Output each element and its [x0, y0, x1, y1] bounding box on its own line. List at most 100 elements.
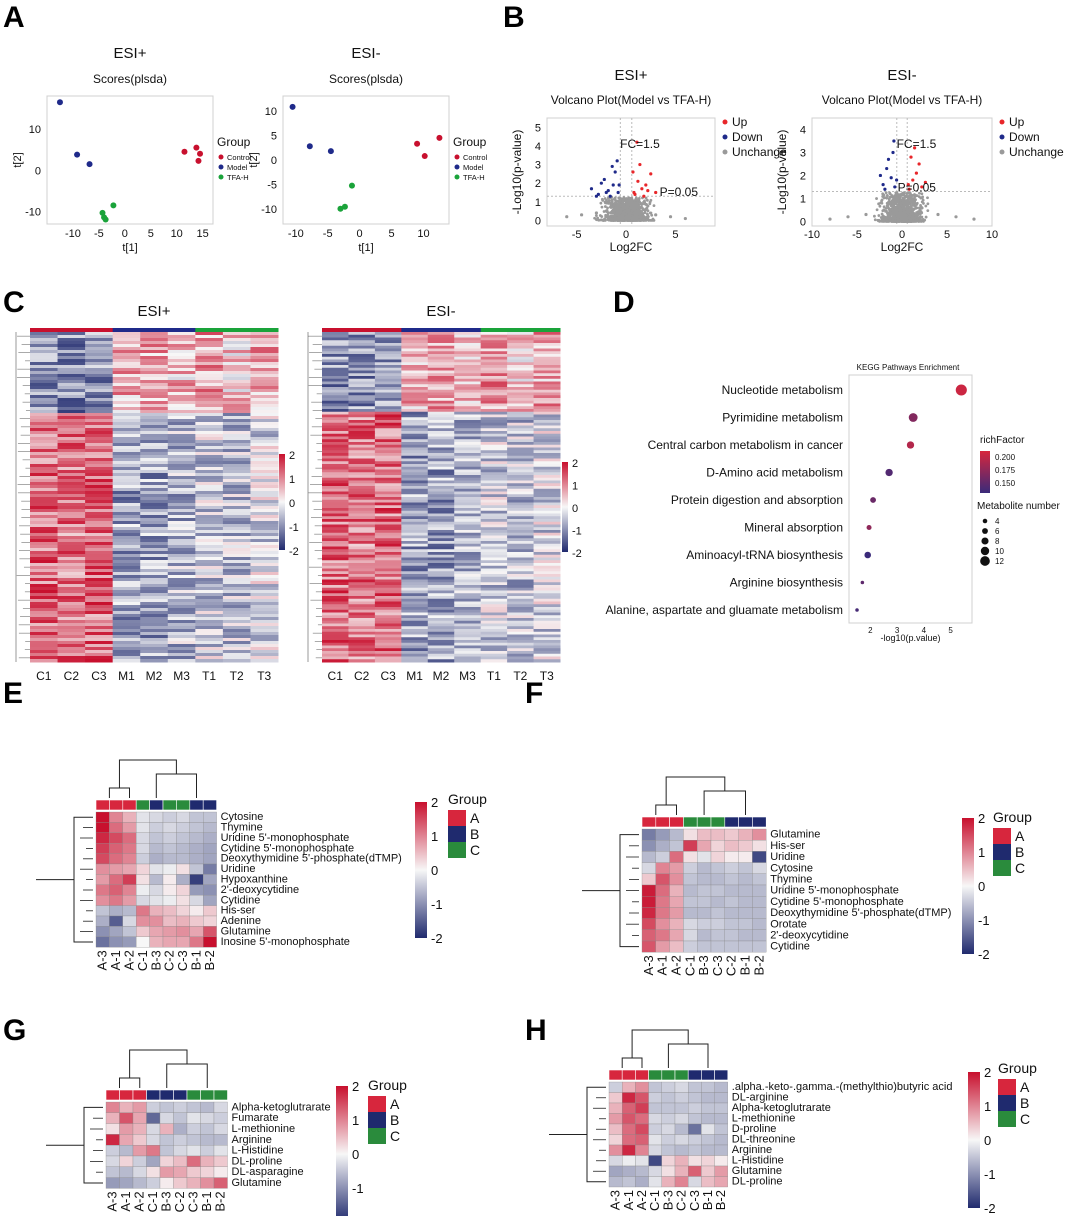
heatmap-cell: [724, 840, 739, 852]
heatmap-cell: [119, 1112, 134, 1124]
row-label: Alpha-ketoglutrarate: [232, 1101, 331, 1113]
data-point-unchange: [893, 199, 897, 202]
heatmap-cell: [140, 536, 169, 540]
heatmap-cell: [30, 359, 59, 363]
heatmap-cell: [374, 475, 402, 479]
heatmap-cell: [222, 563, 251, 567]
heatmap-cell: [480, 516, 508, 520]
heatmap-cell: [149, 863, 164, 875]
heatmap-cell: [140, 446, 169, 450]
heatmap-cell: [622, 1155, 636, 1167]
heatmap-cell: [401, 626, 429, 630]
row-label: L-methionine: [732, 1113, 796, 1125]
heatmap-cell: [30, 494, 59, 498]
heatmap-cell: [222, 458, 251, 462]
heatmap-cell: [348, 543, 376, 547]
column-label: B-1: [189, 950, 204, 970]
heatmap-cell: [140, 554, 169, 558]
heatmap-cell: [533, 458, 561, 462]
heatmap-cell: [30, 500, 59, 504]
heatmap-cell: [250, 473, 279, 477]
heatmap-cell: [454, 648, 482, 652]
data-point-control: [421, 153, 428, 160]
heatmap-cell: [507, 444, 535, 448]
heatmap-cell: [222, 641, 251, 645]
data-point-up: [909, 155, 913, 159]
data-point-tfa-h: [341, 203, 348, 210]
heatmap-cell: [427, 442, 455, 446]
scale-tick-label: -1: [572, 526, 582, 538]
heatmap-cell: [85, 344, 114, 348]
heatmap-cell: [112, 626, 141, 630]
heatmap-cell: [195, 449, 224, 453]
heatmap-cell: [661, 1134, 676, 1146]
heatmap-cell: [641, 873, 656, 886]
heatmap-cell: [250, 386, 279, 390]
heatmap-cell: [195, 614, 224, 618]
heatmap-cell: [427, 576, 455, 580]
heatmap-cell: [30, 446, 59, 450]
heatmap-cell: [507, 345, 535, 349]
heatmap-cell: [140, 527, 169, 531]
heatmap-cell: [250, 557, 279, 561]
heatmap-cell: [57, 419, 86, 423]
heatmap-header: ESI-: [426, 303, 455, 320]
heatmap-cell: [454, 458, 482, 462]
heatmap-cell: [250, 440, 279, 444]
heatmap-cell: [85, 359, 114, 363]
heatmap-cell: [57, 341, 86, 345]
data-point-unchange: [882, 196, 886, 200]
heatmap-cell: [533, 343, 561, 347]
heatmap-cell: [85, 584, 114, 588]
heatmap-cell: [159, 1166, 174, 1178]
data-point-unchange: [924, 204, 928, 208]
heatmap-cell: [533, 640, 561, 644]
heatmap-cell: [322, 593, 349, 597]
heatmap-cell: [454, 593, 482, 597]
heatmap-cell: [641, 907, 656, 919]
heatmap-cell: [222, 524, 251, 528]
heatmap-cell: [30, 341, 59, 345]
heatmap-cell: [480, 541, 508, 545]
column-label: A-3: [95, 950, 110, 970]
heatmap-cell: [454, 618, 482, 622]
heatmap-cell: [203, 905, 217, 917]
heatmap-cell: [454, 532, 482, 536]
heatmap-cell: [112, 581, 141, 585]
heatmap-cell: [454, 499, 482, 503]
heatmap-cell: [480, 524, 508, 528]
heatmap-cell: [250, 452, 279, 456]
heatmap-cell: [57, 488, 86, 492]
x-axis-label: t[1]: [122, 242, 137, 254]
heatmap-cell: [374, 373, 402, 377]
heatmap-cell: [30, 404, 59, 408]
heatmap-cell: [140, 392, 169, 396]
heatmap-cell: [167, 509, 196, 513]
heatmap-cell: [348, 389, 376, 393]
data-point-unchange: [914, 198, 917, 202]
heatmap-cell: [57, 446, 86, 450]
heatmap-cell: [200, 1145, 215, 1157]
heatmap-cell: [162, 832, 177, 844]
heatmap-cell: [186, 1155, 201, 1167]
data-point-unchange: [648, 211, 652, 215]
heatmap-cell: [533, 389, 561, 393]
group-bar: [635, 1069, 649, 1081]
heatmap-cell: [30, 554, 59, 558]
heatmap-cell: [454, 494, 482, 498]
heatmap-cell: [146, 1145, 161, 1157]
heatmap-cell: [322, 574, 349, 578]
heatmap-cell: [112, 599, 141, 603]
heatmap-cell: [195, 347, 224, 351]
heatmap-cell: [427, 530, 455, 534]
heatmap-cell: [374, 348, 402, 352]
data-point-tfa-h: [348, 182, 355, 189]
data-point-control: [193, 144, 200, 151]
heatmap-cell: [140, 530, 169, 534]
data-point-unchange: [626, 217, 630, 221]
group-bar: [621, 1069, 636, 1081]
heatmap-cell: [122, 874, 137, 885]
heatmap-cell: [222, 653, 251, 657]
heatmap-cell: [140, 386, 169, 390]
heatmap-cell: [222, 626, 251, 630]
